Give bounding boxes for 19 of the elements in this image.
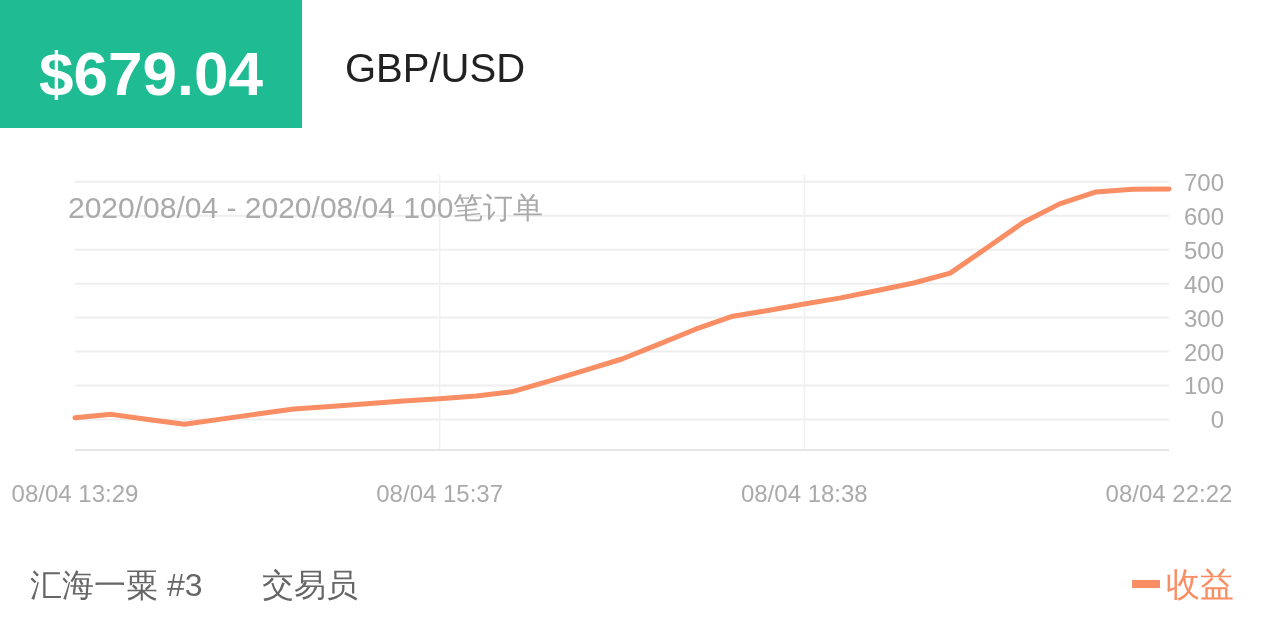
legend: 收益 [1132,565,1234,603]
text: $679.04 [38,39,264,108]
y-tick-label: 700 [1183,168,1224,196]
x-tick-label: 08/04 22:22 [1105,480,1233,507]
legend-label: 收益 [1166,565,1234,603]
y-tick-label: 500 [1183,236,1224,264]
y-tick-label: 100 [1183,372,1224,400]
text: 交易员 [262,567,358,603]
y-tick-label: 200 [1183,338,1224,366]
x-tick-label: 08/04 18:38 [740,480,868,507]
y-tick-label: 600 [1183,202,1224,230]
annotation: 2020/08/04 - 2020/08/04 100笔订单 [68,191,544,224]
y-tick-label: 300 [1183,304,1224,332]
x-tick-label: 08/04 13:29 [11,480,139,507]
text: 汇海一粟 #3 [30,567,203,603]
x-tick-label: 08/04 15:37 [376,480,504,507]
y-tick-label: 0 [1210,406,1224,434]
y-tick-label: 400 [1183,270,1224,298]
chart-title: GBP/USD [345,46,526,90]
